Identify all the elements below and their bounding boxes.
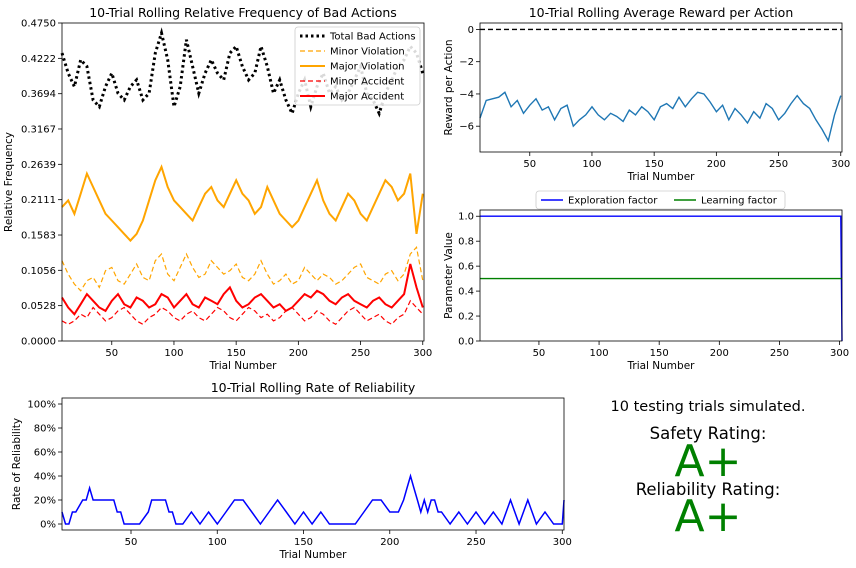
x-tick-label: 50	[533, 348, 546, 359]
y-axis-label: Reward per Action	[443, 39, 455, 135]
x-axis-label: Trial Number	[209, 360, 278, 372]
y-tick-label: 0.2111	[21, 195, 56, 206]
legend-label: Minor Violation	[330, 47, 405, 58]
y-tick-label: 0.6	[458, 262, 474, 273]
y-tick-label: 0%	[40, 520, 56, 531]
reliability-rating-label: Reliability Rating:	[635, 480, 781, 499]
x-tick-label: 100	[590, 348, 609, 359]
y-tick-label: 0.4	[458, 287, 474, 298]
x-tick-label: 150	[227, 348, 246, 359]
x-tick-label: 300	[553, 537, 572, 548]
x-tick-label: 250	[466, 537, 485, 548]
reliability-axes: 50 100 150 200 250 300 0% 20% 40% 60% 80% 100% Trial…	[11, 380, 572, 561]
y-tick-label: 100%	[27, 400, 56, 411]
y-tick-label: 0.2639	[21, 160, 56, 171]
x-tick-label: 200	[707, 159, 726, 170]
chart-title: 10-Trial Rolling Rate of Reliability	[211, 380, 416, 395]
x-tick-label: 300	[831, 159, 850, 170]
x-tick-label: 150	[650, 348, 669, 359]
x-tick-label: 150	[294, 537, 313, 548]
x-tick-label: 300	[830, 348, 849, 359]
legend-label: Learning factor	[701, 196, 778, 207]
y-axis-label: Parameter Value	[443, 232, 455, 319]
x-tick-label: 300	[413, 348, 432, 359]
reliability-frame	[61, 397, 565, 531]
x-tick-label: 150	[645, 159, 664, 170]
reward-line	[479, 91, 842, 143]
y-tick-label: −6	[459, 122, 474, 133]
y-tick-label: 0.0000	[21, 337, 56, 348]
y-axis-label: Relative Frequency	[3, 132, 15, 232]
reward-frame	[479, 22, 843, 153]
trials-simulated-text: 10 testing trials simulated.	[610, 399, 806, 415]
x-tick-label: 200	[710, 348, 729, 359]
legend-label: Major Accident	[330, 92, 404, 103]
legend-box	[294, 26, 421, 106]
safety-rating-grade: A+	[674, 436, 742, 487]
x-tick-label: 200	[380, 537, 399, 548]
y-tick-label: 0	[468, 25, 474, 36]
y-tick-label: 0.4750	[21, 19, 56, 30]
x-axis-label: Trial Number	[279, 549, 348, 561]
chart-title: 10-Trial Rolling Relative Frequency of B…	[89, 5, 397, 20]
y-axis-label: Rate of Reliability	[11, 418, 23, 510]
y-tick-label: 0.3167	[21, 124, 56, 135]
y-tick-label: 40%	[34, 472, 56, 483]
minor-violation-line	[61, 246, 424, 292]
y-tick-label: 20%	[34, 496, 56, 507]
legend-label: Total Bad Actions	[329, 32, 416, 43]
y-tick-label: 0.0	[458, 337, 474, 348]
legend-label: Minor Accident	[330, 77, 404, 88]
legend-box	[535, 190, 786, 210]
bad-actions-legend: Total Bad Actions Minor Violation Major Vi…	[294, 26, 421, 106]
major-accident-line	[61, 263, 424, 316]
x-tick-label: 100	[164, 348, 183, 359]
x-tick-label: 50	[105, 348, 118, 359]
legend-label: Major Violation	[330, 62, 405, 73]
legend-label: Exploration factor	[568, 196, 658, 207]
x-tick-label: 200	[289, 348, 308, 359]
parameters-legend: Exploration factor Learning factor	[535, 190, 786, 210]
major-violation-line	[61, 164, 424, 243]
chart-title: 10-Trial Rolling Average Reward per Acti…	[529, 5, 794, 20]
x-tick-label: 250	[770, 348, 789, 359]
bad-actions-frame	[61, 22, 425, 342]
y-tick-label: −2	[459, 57, 474, 68]
y-tick-label: 0.4222	[21, 54, 56, 65]
y-tick-label: 80%	[34, 424, 56, 435]
x-tick-label: 100	[582, 159, 601, 170]
y-tick-label: 0.2	[458, 312, 474, 323]
reliability-line	[61, 473, 565, 527]
x-tick-label: 250	[351, 348, 370, 359]
reward-axes: 50 100 150 200 250 300 0 −2 −4 −6 Trial Number Rewa…	[443, 5, 850, 183]
parameters-frame	[479, 209, 843, 342]
x-tick-label: 50	[523, 159, 536, 170]
x-tick-label: 250	[769, 159, 788, 170]
y-tick-label: 0.8	[458, 237, 474, 248]
reliability-rating-grade: A+	[674, 491, 742, 542]
parameters-axes: 50 100 150 200 250 300 0.0 0.2 0.4 0.6 0.8 1.0 Trial…	[443, 212, 849, 372]
safety-rating-label: Safety Rating:	[649, 424, 767, 443]
minor-accident-line	[61, 299, 424, 326]
x-axis-label: Trial Number	[627, 171, 696, 183]
x-tick-label: 50	[125, 537, 138, 548]
y-tick-label: 0.1583	[21, 231, 56, 242]
y-tick-label: 1.0	[458, 212, 474, 223]
x-tick-label: 100	[208, 537, 227, 548]
y-tick-label: −4	[459, 89, 474, 100]
y-tick-label: 0.0528	[21, 301, 56, 312]
y-tick-label: 60%	[34, 448, 56, 459]
y-tick-label: 0.3694	[21, 89, 56, 100]
x-axis-label: Trial Number	[627, 360, 696, 372]
y-tick-label: 0.1056	[21, 266, 56, 277]
bad-actions-axes: 50 100 150 200 250 300 0.0000 0.0528 0.1056 0.158…	[3, 5, 432, 372]
